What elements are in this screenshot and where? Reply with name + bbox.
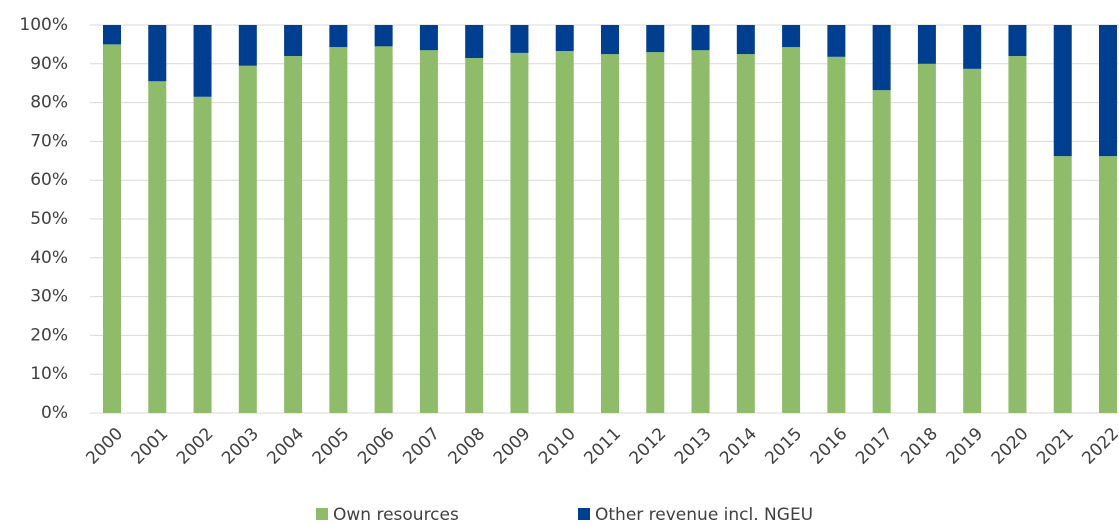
x-tick-label: 2003	[218, 424, 263, 469]
bar-segment	[148, 81, 167, 413]
legend-label: Own resources	[333, 505, 459, 525]
x-tick-label: 2008	[445, 424, 490, 469]
legend-label: Other revenue incl. NGEU	[595, 505, 813, 525]
bar-segment	[1008, 25, 1027, 57]
legend-swatch	[316, 508, 328, 520]
x-tick-label: 2011	[580, 424, 625, 469]
bar-segment	[1099, 156, 1117, 414]
bar-segment	[646, 52, 665, 413]
x-tick-label: 2005	[309, 424, 354, 469]
bar-segment	[374, 46, 393, 414]
bar-segment	[555, 50, 574, 413]
bar-segment	[691, 50, 710, 413]
y-tick-label: 90%	[30, 54, 68, 74]
bar-segment	[646, 25, 665, 53]
bar-segment	[917, 63, 936, 414]
bar-segment	[736, 54, 755, 413]
y-tick-label: 50%	[30, 209, 68, 229]
bar-segment	[284, 56, 303, 413]
x-tick-label: 2019	[943, 424, 988, 469]
x-tick-label: 2013	[671, 424, 716, 469]
bar-segment	[238, 65, 257, 414]
bar-segment	[872, 25, 891, 91]
bar-segment	[419, 25, 438, 51]
bar-segment	[465, 57, 484, 413]
y-tick-label: 80%	[30, 93, 68, 113]
y-tick-label: 40%	[30, 248, 68, 268]
bar-segment	[1053, 25, 1072, 157]
y-tick-label: 60%	[30, 170, 68, 190]
y-tick-label: 0%	[41, 403, 68, 423]
bar-segment	[148, 25, 167, 82]
x-tick-label: 2022	[1078, 424, 1119, 469]
bar-segment	[1053, 156, 1072, 414]
x-tick-label: 2006	[354, 424, 399, 469]
bar-segment	[510, 52, 529, 413]
x-tick-label: 2009	[490, 424, 535, 469]
bar-segment	[555, 25, 574, 51]
bar-segment	[374, 25, 393, 47]
bar-segment	[284, 25, 303, 57]
x-tick-label: 2021	[1033, 424, 1078, 469]
bar-segment	[419, 50, 438, 413]
bar-segment	[103, 44, 121, 414]
bar-segment	[782, 25, 801, 48]
x-tick-label: 2017	[852, 424, 897, 469]
bar-segment	[782, 47, 801, 414]
x-tick-label: 2020	[988, 424, 1033, 469]
bar-segment	[827, 56, 846, 413]
y-tick-label: 20%	[30, 325, 68, 345]
bar-segment	[963, 25, 982, 69]
bar-segment	[917, 25, 936, 64]
y-tick-label: 70%	[30, 131, 68, 151]
x-tick-label: 2000	[82, 424, 127, 469]
bar-segment	[736, 25, 755, 55]
x-tick-label: 2004	[263, 424, 308, 469]
bar-segment	[872, 90, 891, 414]
x-tick-label: 2014	[716, 424, 761, 469]
bar-segment	[238, 25, 257, 66]
y-tick-label: 30%	[30, 287, 68, 307]
x-tick-label: 2010	[535, 424, 580, 469]
y-tick-label: 10%	[30, 364, 68, 384]
bar-segment	[510, 25, 529, 53]
bar-segment	[193, 25, 212, 97]
bar-segment	[963, 68, 982, 414]
x-tick-label: 2002	[173, 424, 218, 469]
x-tick-label: 2018	[897, 424, 942, 469]
bar-segment	[1008, 56, 1027, 413]
bar-segment	[329, 47, 348, 414]
bar-segment	[827, 25, 846, 57]
x-tick-label: 2001	[128, 424, 173, 469]
y-tick-label: 100%	[19, 15, 68, 35]
bar-segment	[465, 25, 484, 58]
bar-segment	[103, 25, 121, 45]
x-tick-label: 2016	[807, 424, 852, 469]
bar-segment	[193, 96, 212, 413]
bar-segment	[329, 25, 348, 48]
bar-segment	[601, 54, 619, 413]
x-tick-label: 2007	[399, 424, 444, 469]
x-tick-label: 2012	[626, 424, 671, 469]
x-tick-label: 2015	[761, 424, 806, 469]
legend-swatch	[578, 508, 590, 520]
bar-segment	[1099, 25, 1117, 157]
bar-segment	[601, 25, 619, 55]
bar-segment	[691, 25, 710, 51]
